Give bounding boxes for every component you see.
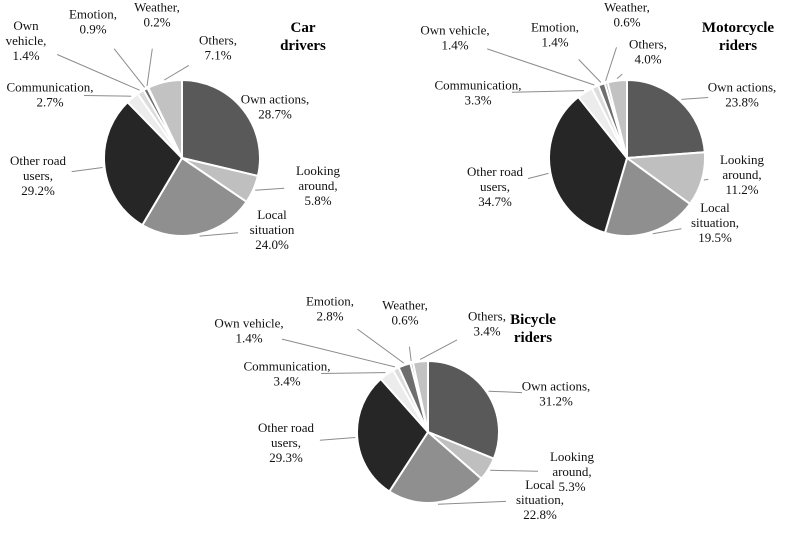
leader-line-weather bbox=[146, 48, 153, 87]
data-label-weather: Weather, 0.6% bbox=[604, 0, 650, 30]
data-label-communication: Communication, 3.3% bbox=[434, 78, 521, 108]
pie-slice-others bbox=[606, 78, 628, 159]
pie-slice-local-situation bbox=[387, 430, 483, 505]
data-label-weather: Weather, 0.2% bbox=[134, 0, 180, 30]
pie-slice-local-situation bbox=[603, 156, 692, 238]
pie-slice-local-situation bbox=[140, 156, 248, 237]
leader-line-looking-around bbox=[703, 178, 709, 181]
leader-line-others bbox=[164, 64, 190, 81]
pie-slice-own-actions bbox=[181, 78, 261, 178]
data-label-own-vehicle: Own vehicle, 1.4% bbox=[420, 23, 489, 53]
leader-line-looking-around bbox=[490, 469, 539, 472]
pie-chart-bicycle-riders: Own actions, 31.2% Looking around, 5.3%Local… bbox=[214, 294, 594, 523]
data-label-others: Others, 7.1% bbox=[199, 33, 237, 63]
data-label-looking-around: Looking around, 5.3% bbox=[550, 449, 595, 494]
data-label-looking-around: Looking around, 11.2% bbox=[720, 152, 765, 197]
data-label-own-actions: Own actions, 23.8% bbox=[708, 80, 777, 110]
data-label-own-vehicle: Own vehicle, 1.4% bbox=[214, 316, 283, 346]
data-label-other-road-users: Other road users, 29.2% bbox=[10, 153, 66, 198]
pie-slice-other-road-users bbox=[356, 377, 430, 493]
leader-line-communication bbox=[511, 90, 584, 93]
leader-line-other-road-users bbox=[71, 167, 103, 173]
leader-line-local-situation bbox=[199, 232, 239, 237]
leader-line-others bbox=[616, 73, 623, 79]
chart-title: Motorcycle riders bbox=[702, 20, 775, 54]
pie-slice-other-road-users bbox=[548, 95, 629, 235]
leader-line-local-situation bbox=[652, 228, 682, 235]
leader-line-weather bbox=[408, 346, 412, 362]
leader-line-own-vehicle bbox=[57, 54, 140, 91]
leader-line-emotion bbox=[578, 59, 602, 83]
data-label-emotion: Emotion, 1.4% bbox=[531, 20, 579, 50]
leader-line-other-road-users bbox=[527, 172, 549, 180]
data-label-looking-around: Looking around, 5.8% bbox=[296, 163, 341, 208]
data-label-own-vehicle: Own vehicle, 1.4% bbox=[6, 18, 47, 63]
data-label-others: Others, 3.4% bbox=[468, 309, 506, 339]
data-label-others: Others, 4.0% bbox=[629, 37, 667, 67]
pie-slice-own-actions bbox=[626, 78, 706, 160]
data-label-own-actions: Own actions, 31.2% bbox=[522, 379, 591, 409]
data-label-communication: Communication, 3.4% bbox=[243, 359, 330, 389]
data-label-communication: Communication, 2.7% bbox=[6, 80, 93, 110]
leader-line-emotion bbox=[357, 328, 405, 364]
data-label-own-actions: Own actions, 28.7% bbox=[241, 92, 310, 122]
data-label-weather: Weather, 0.6% bbox=[382, 298, 428, 328]
leader-line-emotion bbox=[113, 48, 145, 88]
data-label-local-situation: Local situation, 19.5% bbox=[691, 200, 739, 245]
chart-title: Car drivers bbox=[280, 20, 326, 54]
data-label-emotion: Emotion, 0.9% bbox=[69, 7, 117, 37]
data-label-other-road-users: Other road users, 34.7% bbox=[467, 164, 523, 209]
data-label-other-road-users: Other road users, 29.3% bbox=[258, 420, 314, 465]
leader-line-own-actions bbox=[488, 390, 523, 394]
pie-slice-others bbox=[411, 359, 429, 433]
leader-line-local-situation bbox=[437, 500, 507, 505]
pie-chart-motorcycle-riders: Own actions, 23.8% Looking around, 11.2%Loca… bbox=[420, 0, 776, 245]
leader-line-others bbox=[419, 339, 458, 360]
leader-line-communication bbox=[83, 95, 132, 97]
leader-line-own-vehicle bbox=[281, 338, 396, 368]
leader-line-own-vehicle bbox=[487, 48, 595, 86]
data-label-local-situation: Local situation 24.0% bbox=[250, 207, 295, 252]
pie-slice-other-road-users bbox=[103, 100, 184, 227]
leader-line-looking-around bbox=[255, 187, 285, 191]
chart-title: Bicycle riders bbox=[510, 312, 556, 346]
leader-line-communication bbox=[320, 372, 386, 374]
pie-slice-own-actions bbox=[427, 359, 501, 461]
leader-line-other-road-users bbox=[319, 437, 356, 441]
leader-line-own-actions bbox=[681, 97, 709, 100]
pie-slice-others bbox=[147, 78, 183, 159]
leader-line-weather bbox=[605, 47, 617, 82]
pie-chart-car-drivers: Own actions, 28.7% Looking around, 5.8%Local… bbox=[6, 0, 341, 252]
data-label-local-situation: Local situation, 22.8% bbox=[516, 477, 564, 522]
data-label-emotion: Emotion, 2.8% bbox=[306, 294, 354, 324]
